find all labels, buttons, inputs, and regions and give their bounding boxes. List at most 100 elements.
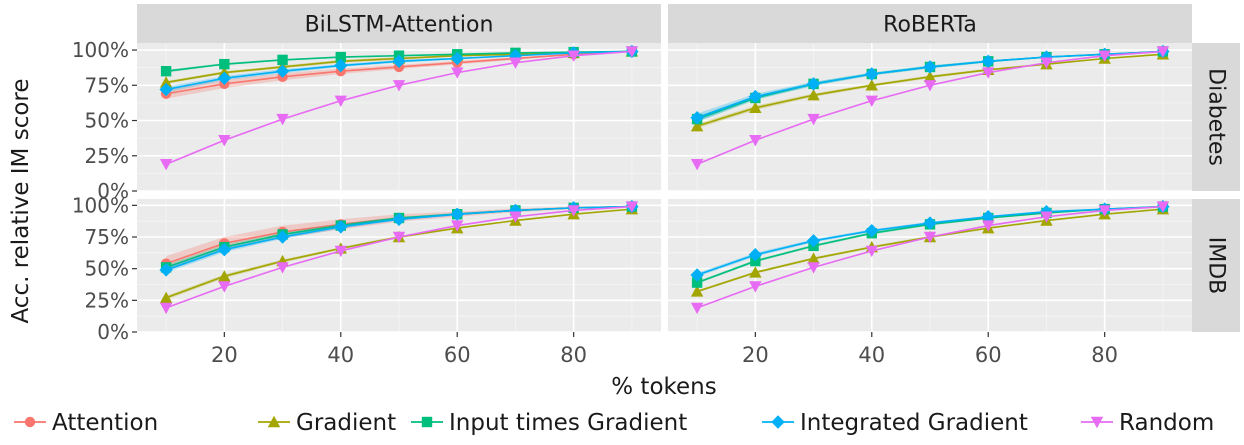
data-point: [451, 220, 464, 232]
legend-item-attention: Attention: [14, 410, 158, 436]
data-point: [217, 71, 232, 85]
strip-diabetes: Diabetes: [1192, 43, 1240, 191]
data-point: [690, 268, 704, 282]
data-point: [807, 252, 820, 264]
legend: Attention Gradient Input times Gradient Int…: [14, 410, 1214, 436]
panel-bilstm-attention-imdb: [137, 199, 661, 333]
data-point: [1156, 201, 1170, 213]
data-point: [690, 159, 704, 171]
strip-label-imdb: IMDB: [1204, 237, 1229, 295]
data-point: [923, 80, 937, 92]
x-axis-bilstm-attention: 20 40 60 80: [211, 332, 587, 367]
data-point: [275, 230, 290, 244]
data-point: [160, 65, 172, 77]
data-point: [748, 89, 763, 104]
data-point: [1040, 57, 1053, 69]
data-point: [1098, 50, 1111, 62]
legend-label: Attention: [52, 410, 158, 436]
data-point: [276, 113, 289, 126]
strip-label-bilstm-attention: BiLSTM-Attention: [305, 13, 494, 38]
x-tick-label: 80: [560, 343, 587, 367]
data-point: [392, 212, 406, 226]
legend-item-random: Random: [1081, 410, 1214, 436]
data-point: [923, 70, 937, 83]
data-point: [335, 51, 346, 63]
data-point: [806, 234, 821, 248]
data-point: [625, 201, 639, 213]
data-point: [865, 245, 878, 258]
panel-roberta-diabetes: [668, 43, 1192, 192]
strip-bilstm-attention: BiLSTM-Attention: [137, 4, 661, 43]
data-point: [923, 231, 937, 244]
strip-background: [137, 4, 661, 43]
data-point: [981, 210, 995, 224]
series-random: [690, 46, 1170, 171]
data-point: [981, 54, 995, 69]
data-point: [334, 95, 347, 107]
y-axis-title: Acc. relative IM score: [8, 78, 34, 323]
data-point: [451, 67, 464, 79]
strip-imdb: IMDB: [1192, 199, 1240, 332]
y-tick-label: 100%: [72, 38, 129, 62]
legend-key-marker: [421, 416, 433, 428]
data-point: [806, 77, 821, 91]
x-tick-label: 20: [211, 343, 238, 367]
data-point: [392, 80, 406, 92]
y-tick-label: 50%: [85, 109, 129, 133]
x-axis-roberta: 20 40 60 80: [742, 332, 1118, 367]
y-tick-label: 75%: [85, 73, 129, 97]
data-point: [748, 248, 763, 262]
data-point: [982, 220, 995, 232]
data-point: [690, 119, 704, 132]
data-point: [392, 231, 406, 244]
x-tick-label: 60: [444, 343, 471, 367]
data-point: [749, 281, 762, 293]
data-point: [923, 60, 937, 74]
data-point: [159, 302, 173, 315]
data-point: [690, 111, 704, 125]
data-point: [275, 64, 290, 78]
legend-item-input-times-gradient: Input times Gradient: [411, 410, 687, 436]
data-point: [509, 57, 522, 69]
data-point: [567, 205, 580, 217]
data-point: [159, 82, 173, 97]
panel-roberta-imdb: [668, 199, 1192, 333]
data-point: [1040, 211, 1053, 223]
y-tick-label: 25%: [85, 288, 129, 312]
data-point: [334, 220, 348, 234]
data-point: [691, 277, 703, 288]
legend-key-marker: [771, 415, 785, 429]
strip-background: [668, 4, 1192, 43]
y-tick-label: 0%: [97, 179, 129, 203]
y-tick-label: 75%: [85, 225, 129, 249]
data-point: [982, 67, 995, 79]
data-point: [807, 113, 820, 126]
legend-item-integrated-gradient: Integrated Gradient: [762, 410, 1028, 436]
panel-bilstm-attention-diabetes: [137, 43, 661, 192]
data-point: [865, 79, 878, 91]
data-point: [865, 223, 879, 238]
data-point: [217, 242, 232, 257]
strip-label-diabetes: Diabetes: [1204, 68, 1229, 166]
data-point: [334, 245, 347, 258]
legend-label: Random: [1119, 410, 1214, 436]
y-tick-label: 100%: [72, 193, 129, 217]
data-point: [159, 263, 173, 277]
legend-label: Gradient: [296, 410, 396, 436]
data-point: [159, 159, 173, 171]
data-point: [865, 95, 878, 107]
data-point: [690, 285, 704, 297]
x-axis-title: % tokens: [611, 374, 716, 400]
data-point: [1098, 205, 1111, 217]
x-tick-label: 60: [975, 343, 1002, 367]
data-point: [159, 291, 173, 303]
y-axis-diabetes: 0% 25% 50% 75% 100%: [72, 38, 137, 203]
series-random: [690, 201, 1170, 315]
data-point: [567, 50, 580, 62]
data-point: [923, 216, 937, 230]
x-tick-label: 40: [327, 343, 354, 367]
data-point: [218, 270, 231, 282]
strip-background: [1192, 199, 1240, 332]
series-random: [159, 46, 639, 171]
